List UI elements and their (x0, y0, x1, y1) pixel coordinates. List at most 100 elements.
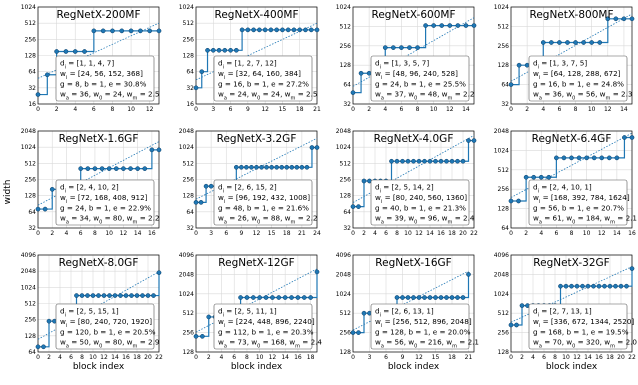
y-tick-label: 128 (25, 53, 37, 60)
x-tick-label: 6 (384, 354, 388, 361)
x-tick-label: 10 (562, 354, 570, 361)
data-point (222, 47, 228, 53)
x-tick-label: 4 (65, 230, 69, 237)
annotation-line: wa = 34, w0 = 80, wm = 2.2 (60, 214, 159, 226)
x-tick-label: 2 (525, 106, 529, 113)
y-tick-label: 256 (25, 36, 37, 43)
data-point (90, 293, 96, 298)
annotation-line: wa = 36, w0 = 24, wm = 2.5 (60, 90, 159, 102)
data-point (299, 164, 305, 170)
data-point (607, 283, 613, 289)
x-tick-label: 6 (224, 230, 228, 237)
annotation-line: g = 128, b = 1, e = 20.0% (375, 327, 471, 336)
data-point (118, 293, 123, 298)
y-tick-label: 128 (183, 193, 195, 200)
annotation-line: wi = [80, 240, 720, 1920] (60, 317, 152, 329)
x-tick-label: 2 (524, 230, 528, 237)
data-point (407, 45, 412, 50)
y-tick-label: 2048 (336, 128, 351, 135)
y-tick-label: 64 (501, 82, 509, 89)
y-tick-label: 512 (25, 20, 37, 27)
data-point (285, 27, 291, 33)
annotation-line: wi = [32, 64, 160, 384] (218, 69, 301, 81)
y-tick-label: 64 (186, 209, 194, 216)
x-tick-label: 14 (462, 106, 470, 113)
data-point (244, 164, 249, 170)
data-point (79, 293, 85, 298)
data-point (405, 295, 411, 300)
x-tick-label: 16 (628, 230, 636, 237)
x-tick-label: 0 (351, 230, 355, 237)
x-tick-label: 6 (557, 106, 561, 113)
y-tick-label: 256 (25, 317, 37, 324)
y-tick-label: 32 (28, 85, 36, 92)
annotation-line: wa = 26, w0 = 88, wm = 2.2 (218, 214, 317, 226)
chart-panel: 32 64 128 256 512 1024 0 2 4 6 8 10 12 14 RegNetX-800M… (494, 4, 635, 113)
data-point (289, 295, 294, 300)
y-tick-label: 16 (28, 101, 36, 108)
data-point (573, 40, 578, 45)
x-tick-label: 2 (55, 106, 59, 113)
annotation-line: di = [1, 2, 7, 12] (218, 59, 277, 71)
y-tick-label: 2048 (336, 271, 351, 278)
y-tick-label: 128 (340, 349, 352, 356)
data-point (294, 164, 300, 170)
data-point (303, 27, 308, 33)
annotation-line: wi = [24, 56, 152, 368] (60, 69, 143, 81)
data-point (156, 147, 162, 153)
data-point (523, 174, 529, 180)
x-tick-label: 15 (279, 106, 287, 113)
x-tick-label: 2 (520, 354, 524, 361)
annotation-line: wa = 36, w0 = 56, wm = 2.3 (533, 90, 632, 102)
x-tick-label: 10 (430, 106, 438, 113)
data-point (134, 293, 140, 298)
data-point (455, 23, 461, 28)
data-point (605, 16, 611, 22)
data-point (433, 295, 438, 300)
x-tick-label: 21 (313, 106, 321, 113)
data-point (91, 28, 97, 34)
annotation-box (55, 303, 155, 350)
data-point (274, 164, 280, 170)
linear-fit-line (510, 13, 633, 82)
data-point (350, 204, 356, 209)
x-tick-label: 12 (415, 230, 423, 237)
panel-title: RegNetX-1.6GF (59, 133, 139, 145)
data-point (123, 293, 129, 298)
linear-fit-line (352, 134, 475, 203)
data-point (46, 318, 52, 324)
data-point (142, 166, 148, 171)
data-point (589, 40, 595, 45)
x-tick-label: 24 (313, 230, 321, 237)
data-point (314, 269, 320, 275)
data-point (389, 158, 394, 164)
data-point (244, 295, 250, 300)
data-point (516, 198, 521, 204)
chart-panel: 64 128 256 512 1024 2048 0 2 4 6 8 10 12 14 16 RegNetX-… (494, 128, 637, 237)
data-point (128, 28, 134, 34)
y-tick-label: 256 (340, 43, 352, 50)
x-tick-label: 6 (79, 230, 83, 237)
data-point (455, 295, 460, 300)
data-point (199, 69, 205, 75)
data-point (431, 23, 437, 28)
x-tick-label: 16 (595, 354, 603, 361)
annotation-line: g = 112, b = 1, e = 20.3% (218, 327, 314, 336)
x-tick-label: 3 (211, 106, 215, 113)
data-point (400, 295, 405, 300)
data-point (508, 322, 514, 328)
annotation-box (370, 55, 470, 102)
x-tick-label: 6 (554, 230, 558, 237)
data-point (540, 40, 546, 45)
data-point (613, 16, 619, 22)
data-point (531, 174, 537, 180)
data-point (466, 138, 471, 143)
y-tick-label: 256 (340, 177, 352, 184)
data-point (269, 164, 274, 170)
y-tick-label: 64 (501, 225, 509, 232)
data-point (444, 295, 449, 300)
x-tick-label: 20 (617, 354, 625, 361)
data-point (112, 293, 118, 298)
data-point (455, 158, 460, 164)
